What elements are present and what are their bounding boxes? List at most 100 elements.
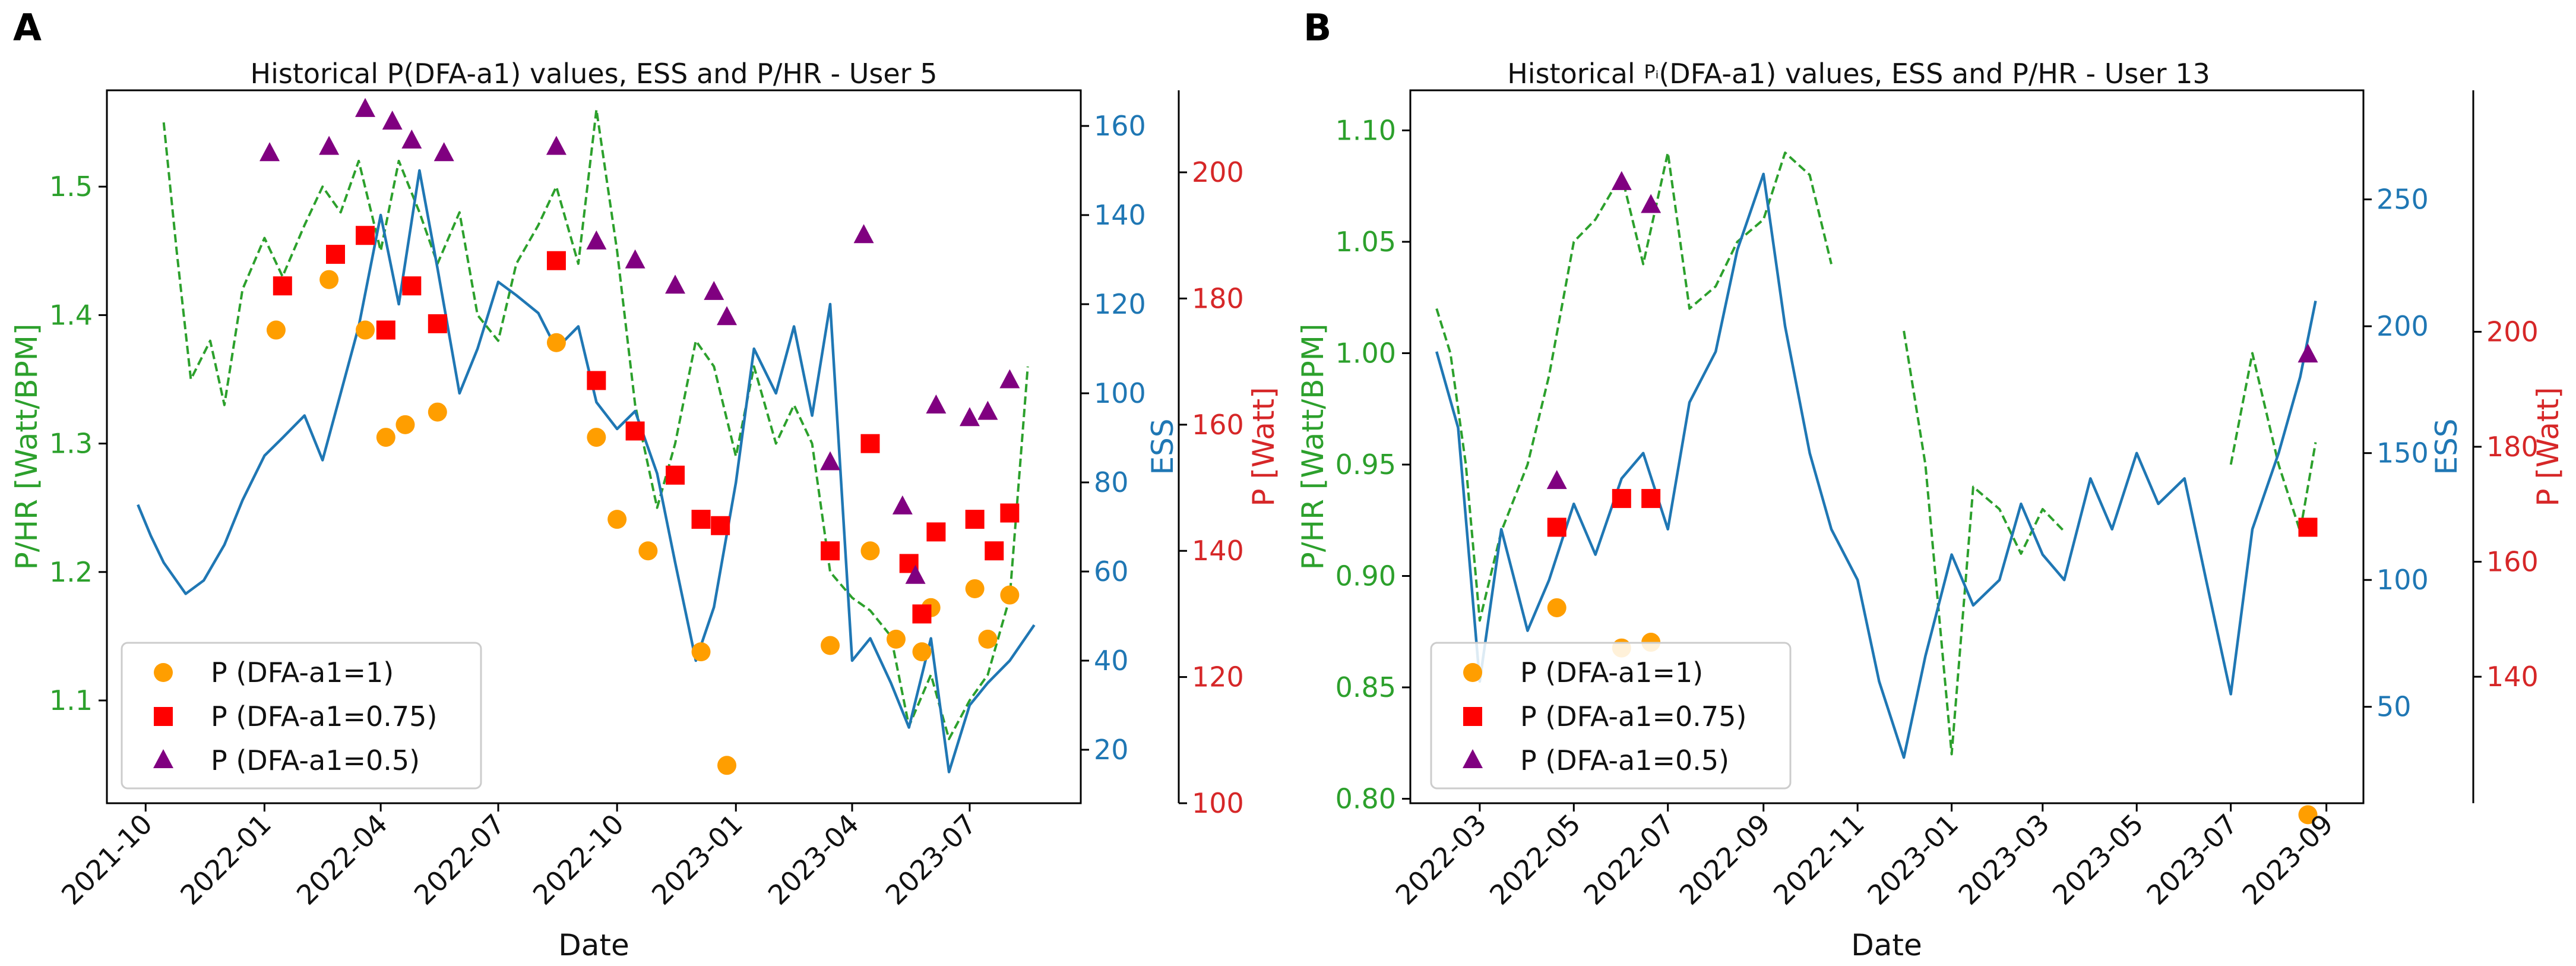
legend-box: [121, 642, 482, 790]
dfa1-marker: [912, 642, 932, 662]
x-tick-label: 2023-01: [645, 808, 749, 911]
dfa075-marker: [356, 226, 375, 245]
dfa075-marker: [912, 604, 932, 624]
chart-title: Historical Pᵢ(DFA-a1) values, ESS and P/…: [1507, 58, 2210, 90]
y-power-tick-label: 160: [2486, 546, 2539, 578]
y-left-axis-label: P/HR [Watt/BPM]: [1296, 324, 1330, 570]
y-left-tick-label: 0.80: [1336, 783, 1396, 815]
y-ess-tick-label: 140: [1094, 199, 1146, 231]
x-tick-label: 2022-05: [1483, 808, 1587, 911]
y-left-tick-label: 1.00: [1336, 337, 1396, 370]
title-rest: (DFA-a1) values, ESS and P/HR - User 13: [1659, 58, 2210, 90]
dfa1-marker: [965, 579, 985, 598]
dfa1-marker: [266, 320, 286, 340]
dfa1-marker: [376, 428, 395, 447]
x-axis-label: Date: [558, 928, 629, 962]
dfa075-marker: [821, 541, 840, 561]
panel-b: B Historical Pᵢ(DFA-a1) values, ESS and …: [1296, 6, 2565, 962]
dfa075-marker: [965, 510, 985, 529]
dfa075-marker: [376, 320, 395, 340]
dfa1-marker: [356, 320, 375, 340]
y-power-tick-label: 160: [1192, 409, 1244, 441]
y-left-tick-label: 1.05: [1336, 226, 1396, 258]
y-ess-tick-label: 50: [2376, 691, 2412, 723]
dfa05-marker: [977, 400, 998, 420]
dfa1-marker: [395, 415, 415, 434]
plot-frame: [106, 89, 1082, 804]
dfa075-marker: [860, 434, 880, 453]
y-left-tick-label: 1.1: [49, 684, 93, 716]
y-power-tick-label: 100: [1192, 787, 1244, 819]
dfa075-marker: [666, 465, 685, 485]
y-ess-tick-label: 60: [1094, 555, 1129, 588]
y-power-axis-label: P [Watt]: [1246, 387, 1281, 506]
y-ess-tick-label: 20: [1094, 734, 1129, 766]
dfa05-marker: [704, 280, 724, 300]
x-tick-label: 2021-10: [55, 808, 159, 911]
y-left-tick-label: 1.3: [49, 428, 93, 460]
dfa075-marker: [1000, 503, 1020, 523]
x-tick-label: 2022-10: [527, 808, 630, 911]
y-left-tick-label: 0.95: [1336, 449, 1396, 481]
dfa1-marker: [886, 629, 906, 649]
dfa05-marker: [926, 394, 947, 413]
x-tick-label: 2023-07: [2140, 808, 2243, 911]
dfa075-marker: [691, 510, 711, 529]
x-tick-label: 2023-05: [2046, 808, 2150, 911]
y-left-tick-label: 1.2: [49, 556, 93, 588]
legend-box: [1430, 642, 1792, 790]
x-tick-label: 2022-07: [408, 808, 511, 911]
x-tick-label: 2022-11: [1767, 808, 1871, 911]
y-power-tick-label: 140: [2486, 661, 2539, 693]
ess-line: [137, 169, 1036, 774]
dfa05-marker: [1641, 194, 1662, 213]
dfa075-marker: [625, 421, 645, 441]
dfa1-marker: [2298, 805, 2318, 825]
dfa05-marker: [853, 224, 874, 244]
y-ess-tick-label: 250: [2376, 184, 2429, 216]
y-ess-tick-label: 40: [1094, 645, 1129, 677]
dfa1-marker: [717, 756, 737, 775]
dfa05-marker: [546, 135, 567, 155]
dfa05-marker: [260, 142, 280, 162]
y-ess-tick-label: 150: [2376, 437, 2429, 469]
y-ess-tick-label: 200: [2376, 310, 2429, 342]
y-left-tick-label: 0.85: [1336, 671, 1396, 703]
dfa075-marker: [428, 314, 447, 333]
legend-entry: P (DFA-a1=1): [211, 656, 394, 689]
y-power-tick-label: 180: [2486, 431, 2539, 463]
y-ess-axis-label: ESS: [2429, 418, 2464, 475]
dfa1-marker: [607, 510, 627, 529]
x-tick-label: 2023-09: [2236, 808, 2339, 911]
y-ess-tick-label: 80: [1094, 466, 1129, 498]
y-ess-tick-label: 100: [2376, 564, 2429, 596]
legend-swatch: [154, 663, 173, 682]
dfa075-marker: [1612, 489, 1631, 509]
panel-label: B: [1303, 6, 1331, 49]
dfa05-marker: [892, 495, 913, 514]
legend: P (DFA-a1=1) P (DFA-a1=0.75) P (DFA-a1=0.5…: [1430, 642, 1792, 790]
legend-swatch: [154, 707, 173, 726]
dfa05-marker: [2297, 343, 2318, 363]
y-ess-tick-label: 120: [1094, 288, 1146, 320]
dfa05-marker: [665, 274, 686, 294]
dfa05-marker: [319, 135, 340, 155]
y-power-tick-label: 200: [2486, 315, 2539, 348]
y-power-tick-label: 120: [1192, 661, 1244, 693]
title-prefix: Historical: [1507, 58, 1644, 90]
dfa1-marker: [978, 629, 998, 649]
dfa075-marker: [587, 371, 606, 390]
y-ess-tick-label: 100: [1094, 377, 1146, 409]
dfa075-marker: [325, 245, 345, 264]
dfa05-marker: [382, 111, 403, 130]
x-tick-label: 2022-03: [1390, 808, 1493, 911]
y-left-tick-label: 1.10: [1336, 115, 1396, 147]
dfa075-marker: [546, 251, 566, 270]
panel-a: A Historical P(DFA-a1) values, ESS and P…: [10, 6, 1281, 962]
y-power-tick-label: 140: [1192, 535, 1244, 567]
legend-entry: P (DFA-a1=0.5): [211, 744, 420, 776]
dfa075-marker: [1641, 489, 1661, 509]
dfa1-marker: [860, 541, 880, 561]
dfa1-marker: [319, 270, 339, 289]
dfa1-marker: [546, 333, 566, 352]
